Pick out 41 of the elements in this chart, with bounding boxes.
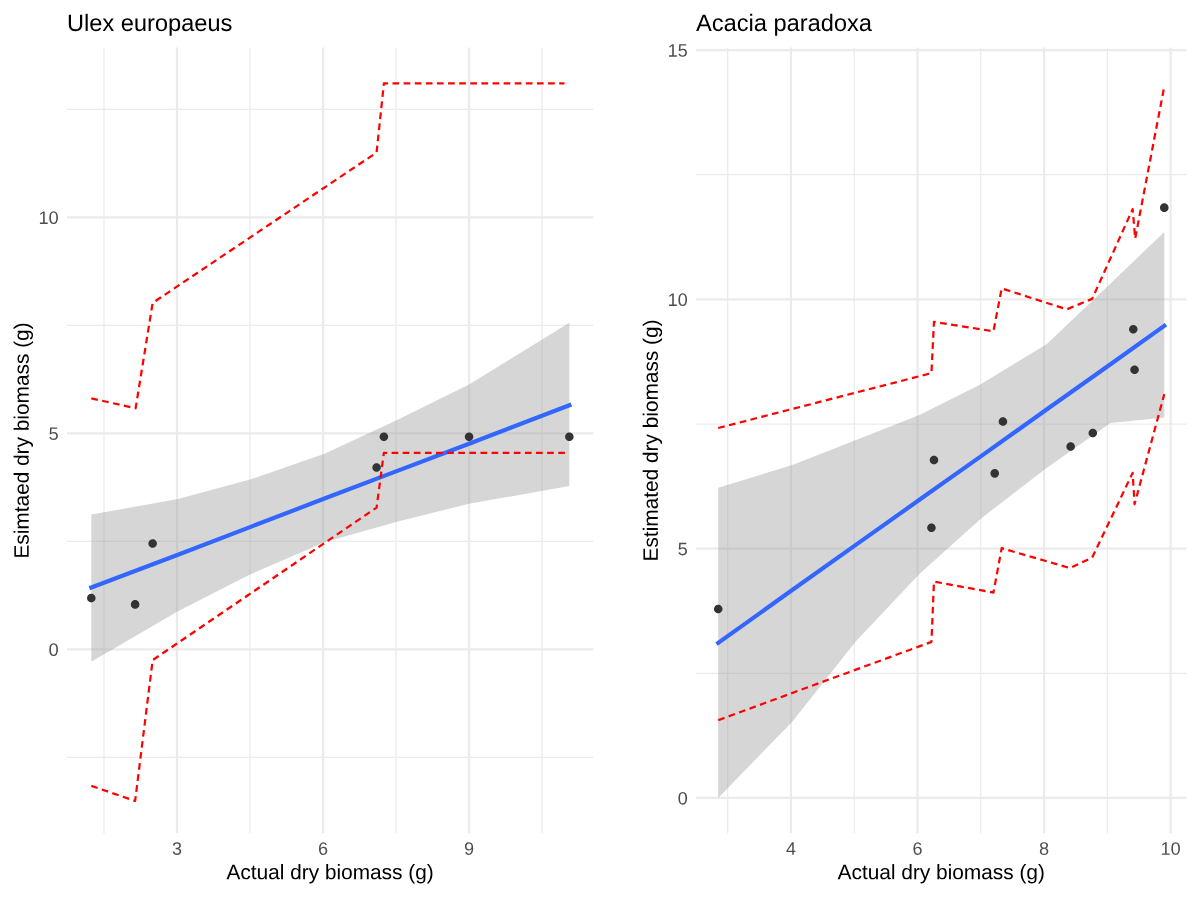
- x-tick-label: 10: [1161, 842, 1180, 855]
- y-tick-label: 10: [39, 211, 58, 225]
- point: [565, 432, 574, 442]
- x-axis-title: Actual dry biomass (g): [226, 864, 433, 884]
- x-tick-label: 9: [464, 842, 474, 855]
- point: [130, 600, 140, 609]
- y-axis-title: Estimated dry biomass (g): [642, 320, 663, 560]
- line-series: [90, 82, 566, 410]
- line-series: [717, 392, 1166, 722]
- y-tick-label: 15: [669, 44, 687, 57]
- y-tick-label: 5: [49, 427, 58, 441]
- point: [464, 432, 474, 442]
- point: [713, 604, 723, 614]
- point: [927, 523, 936, 532]
- point: [990, 469, 999, 478]
- point: [998, 417, 1008, 426]
- point: [372, 463, 381, 472]
- x-tick-label: 6: [913, 842, 922, 855]
- point: [1160, 203, 1169, 212]
- y-axis-title: Esimtaed dry biomass (g): [13, 323, 34, 557]
- point: [929, 455, 939, 465]
- point: [87, 593, 96, 603]
- point: [1088, 428, 1098, 438]
- point: [1129, 325, 1138, 334]
- point: [1130, 365, 1139, 374]
- y-tick-label: 0: [678, 791, 688, 805]
- x-tick-label: 4: [786, 842, 796, 855]
- x-tick-label: 3: [172, 842, 182, 855]
- x-axis-title: Actual dry biomass (g): [837, 864, 1044, 884]
- x-tick-label: 8: [1039, 842, 1049, 855]
- chart-title: Ulex europaeus: [68, 13, 232, 36]
- point: [1066, 442, 1075, 451]
- y-tick-label: 0: [49, 643, 58, 657]
- point: [148, 539, 157, 548]
- chart-title: Acacia paradoxa: [696, 13, 872, 36]
- x-tick-label: 6: [318, 842, 328, 855]
- point: [379, 432, 389, 442]
- y-tick-label: 10: [669, 293, 688, 307]
- y-tick-label: 5: [678, 542, 687, 556]
- line-series: [89, 403, 572, 590]
- line-series: [716, 323, 1167, 645]
